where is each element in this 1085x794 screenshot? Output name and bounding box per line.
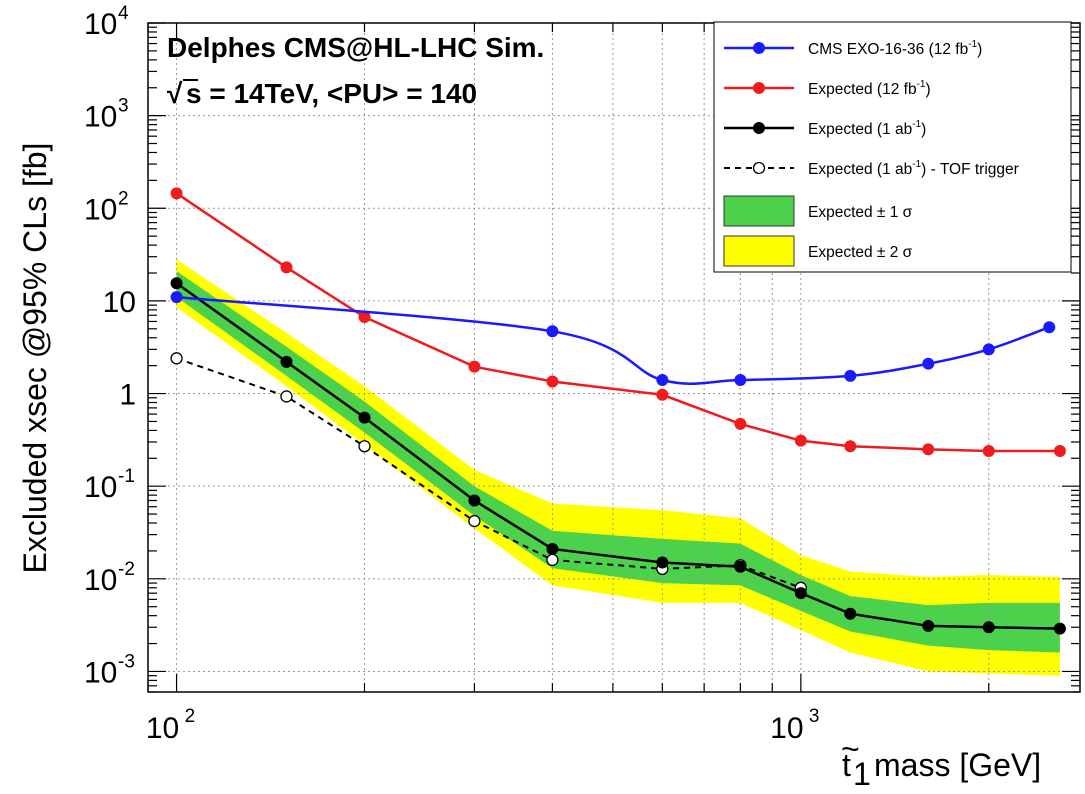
x-tick-label-base: 10 xyxy=(146,712,179,745)
y-tick-label-exp: -2 xyxy=(118,559,135,580)
y-tick-label-exp: 4 xyxy=(118,3,129,24)
legend-label: Expected (1 ab-1) xyxy=(808,119,926,138)
data-point xyxy=(656,374,669,387)
data-point xyxy=(922,443,935,456)
x-axis-title-text: mass [GeV] xyxy=(874,747,1041,783)
data-point xyxy=(170,291,183,304)
data-point xyxy=(1053,622,1066,635)
legend-swatch-marker xyxy=(753,42,765,54)
x-axis-title: t ~ 1 mass [GeV] xyxy=(841,731,1041,792)
y-tick-label-base: 10 xyxy=(84,8,117,41)
legend-swatch-marker xyxy=(753,122,765,134)
data-point xyxy=(546,553,559,567)
data-point xyxy=(546,375,559,388)
data-point xyxy=(170,187,183,200)
data-point xyxy=(844,607,857,620)
x-axis-title-tilde: ~ xyxy=(841,731,860,767)
legend-swatch-box xyxy=(723,195,795,227)
plot-frame xyxy=(147,22,1081,693)
legend-swatch-marker xyxy=(752,161,766,175)
y-tick-label: 1 xyxy=(119,379,136,412)
axis-ticks xyxy=(147,22,1080,693)
data-point xyxy=(358,311,371,324)
x-tick-label-exp: 3 xyxy=(809,706,820,727)
data-point xyxy=(170,352,183,365)
data-point xyxy=(734,560,747,573)
data-point xyxy=(468,494,481,507)
plot-annotations: Delphes CMS@HL-LHC Sim. √ s = 14TeV, <PU… xyxy=(167,32,544,109)
series-2 xyxy=(170,277,1066,635)
x-axis-title-symbol: t xyxy=(842,747,851,783)
x-axis-title-subscript: 1 xyxy=(853,756,871,792)
data-point xyxy=(656,388,669,401)
data-point xyxy=(982,444,995,457)
data-point xyxy=(546,542,559,555)
data-point xyxy=(280,261,293,274)
y-tick-label-exp: 2 xyxy=(118,188,129,209)
data-point xyxy=(844,440,857,453)
y-tick-label-exp: -3 xyxy=(118,651,135,672)
series-0 xyxy=(170,291,1056,387)
data-point xyxy=(794,587,807,600)
series-line xyxy=(175,282,1060,630)
data-point xyxy=(922,619,935,632)
annotation-sqrt-symbol: √ xyxy=(167,78,183,109)
legend-label: Expected (1 ab-1) - TOF trigger xyxy=(808,159,1019,178)
x-tick-label-exp: 2 xyxy=(185,706,196,727)
uncertainty-bands xyxy=(176,259,1060,676)
legend: CMS EXO-16-36 (12 fb-1) Expected (12 fb-1… xyxy=(713,21,1072,273)
legend-label: CMS EXO-16-36 (12 fb-1) xyxy=(808,39,982,58)
band-1sigma xyxy=(176,271,1060,653)
y-tick-label-base: 10 xyxy=(84,471,117,504)
series-line xyxy=(175,192,1060,453)
legend-swatch-box xyxy=(723,235,795,267)
data-point xyxy=(734,374,747,387)
band-2sigma xyxy=(176,259,1060,676)
annotation-simulation: Delphes CMS@HL-LHC Sim. xyxy=(167,32,544,63)
y-tick-label-exp: 3 xyxy=(118,96,129,117)
series-1 xyxy=(170,187,1066,457)
data-point xyxy=(922,357,935,370)
x-tick-label-base: 10 xyxy=(770,712,803,745)
data-point xyxy=(358,411,371,424)
data-series xyxy=(170,187,1066,635)
legend-entry-5: Expected ± 2 σ xyxy=(723,235,913,267)
data-point xyxy=(280,355,293,368)
y-tick-label-base: 10 xyxy=(84,656,117,689)
data-point xyxy=(170,277,183,290)
data-point xyxy=(656,556,669,569)
y-tick-label-base: 10 xyxy=(84,193,117,226)
data-point xyxy=(358,440,371,453)
data-point xyxy=(468,360,481,373)
annotation-energy-pileup: s = 14TeV, <PU> = 140 xyxy=(186,78,477,109)
y-tick-label: 10 xyxy=(103,286,136,319)
data-point xyxy=(982,621,995,634)
data-point xyxy=(734,417,747,430)
data-point xyxy=(546,325,559,338)
y-tick-label-exp: -1 xyxy=(118,466,135,487)
legend-swatch-marker xyxy=(753,82,765,94)
data-point xyxy=(982,343,995,356)
legend-entry-1: Expected (12 fb-1) xyxy=(724,79,931,98)
data-point xyxy=(844,369,857,382)
data-point xyxy=(794,434,807,447)
series-line xyxy=(176,357,802,589)
legend-label: Expected ± 1 σ xyxy=(808,204,913,221)
y-axis-title: Excluded xsec @95% CLs [fb] xyxy=(17,143,53,574)
data-point xyxy=(468,514,481,528)
data-point xyxy=(280,390,293,403)
legend-label: Expected ± 2 σ xyxy=(808,244,913,261)
legend-entry-2: Expected (1 ab-1) xyxy=(724,119,926,138)
data-point xyxy=(1053,444,1066,457)
legend-entry-0: CMS EXO-16-36 (12 fb-1) xyxy=(724,39,982,58)
legend-box xyxy=(713,21,1072,273)
y-tick-label-base: 10 xyxy=(84,101,117,134)
legend-entry-3: Expected (1 ab-1) - TOF trigger xyxy=(724,159,1019,178)
legend-label: Expected (12 fb-1) xyxy=(808,79,931,98)
legend-entry-4: Expected ± 1 σ xyxy=(723,195,913,227)
y-tick-label-base: 10 xyxy=(84,564,117,597)
data-point xyxy=(1043,321,1056,334)
